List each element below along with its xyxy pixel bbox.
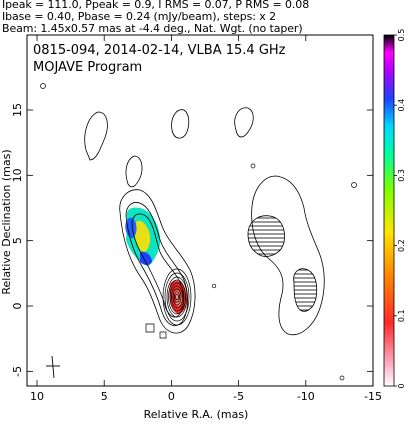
x-tick-label: 0 [168,390,175,403]
colorbar-tick-label: 0.1 [397,309,406,322]
colorbar-tick-label: 0.2 [397,239,406,252]
hatched-region-west-2 [293,268,318,312]
contour-layer [40,83,357,381]
colorbar-axis: 0 0.1 0.2 0.3 0.4 0.5 [394,29,406,389]
x-tick-label: 10 [30,390,44,403]
x-tick-label: -10 [297,390,315,403]
core-contours [162,268,192,326]
y-tick-label: 0 [11,303,24,310]
hatched-region-west-1 [247,215,285,257]
noise-contours [40,83,357,381]
x-tick-label: 5 [101,390,108,403]
contour-north-feature-1 [84,111,108,161]
y-axis: -5 0 5 10 15 [11,103,373,377]
beam-marker [46,355,60,379]
y-tick-label: -5 [11,366,24,377]
header-line-2: Ibase = 0.40, Pbase = 0.24 (mJy/beam), s… [2,10,277,23]
contour-north-feature-4 [234,107,254,138]
colorbar-tick-label: 0.5 [397,29,406,42]
y-tick-label: 5 [11,237,24,244]
colorbar-tick-label: 0 [397,383,406,388]
x-axis: 10 5 0 -5 -10 -15 [30,35,382,403]
contour-jet-2 [125,202,188,326]
colorbar-tick-label: 0.3 [397,169,406,182]
colorbar [383,34,395,387]
polarization-blob-jet-inner [134,220,151,253]
y-tick-label: 10 [11,168,24,182]
x-axis-label: Relative R.A. (mas) [144,408,249,421]
colorbar-tick-label: 0.4 [397,99,406,112]
y-tick-label: 15 [11,103,24,117]
header-line-1: Ipeak = 111.0, Ppeak = 0.9, I RMS = 0.07… [2,0,310,11]
plot-title: 0815-094, 2014-02-14, VLBA 15.4 GHz [33,43,286,58]
contour-west-lobe-outer [251,175,325,336]
x-tick-label: -15 [364,390,382,403]
plot-subtitle: MOJAVE Program [33,60,142,75]
contour-jet-outer [119,189,196,334]
contour-north-feature-2 [125,155,143,188]
header-line-3: Beam: 1.45x0.57 mas at -4.4 deg., Nat. W… [2,22,303,35]
x-tick-label: -5 [233,390,244,403]
polarization-blob-jet-low [140,251,152,265]
y-axis-label: Relative Declination (mas) [0,149,13,294]
plot-frame [26,34,374,387]
polarization-blob-jet-blue [125,217,137,239]
contour-north-feature-3 [171,109,190,139]
